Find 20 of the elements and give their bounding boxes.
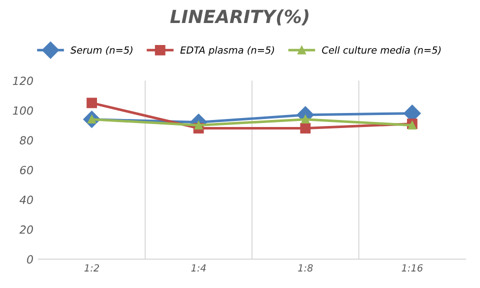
x-tick-label: 1:16 [402,264,423,272]
legend-label: Cell culture media (n=5) [322,46,441,55]
y-tick-label: 100 [12,106,33,115]
legend-label: Serum (n=5) [70,46,132,55]
point [300,123,311,134]
y-tick-label: 0 [27,255,33,264]
point [86,98,98,108]
point [408,121,416,130]
y-tick-label: 120 [12,76,33,86]
x-tick-label: 1:2 [84,264,100,272]
chart-title: LINEARITY(%) [170,9,308,26]
y-tick-label: 80 [20,136,33,145]
y-tick-label: 40 [20,196,33,204]
point [194,121,203,130]
x-tick-label: 1:8 [298,264,313,272]
x-tick-label: 1:4 [191,264,206,272]
point [301,115,310,124]
y-tick-label: 20 [19,225,33,234]
legend-label: EDTA plasma (n=5) [180,46,274,56]
y-tick-label: 60 [20,166,33,174]
